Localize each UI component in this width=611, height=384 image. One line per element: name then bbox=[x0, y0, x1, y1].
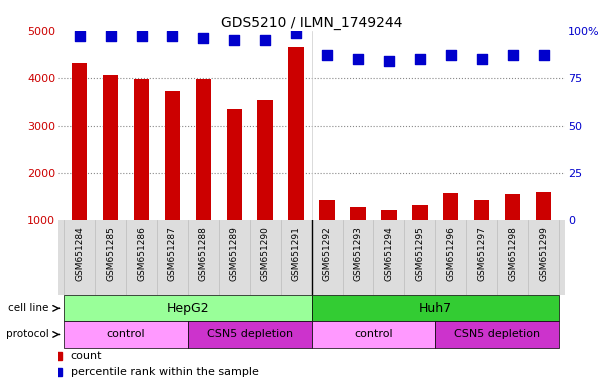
Bar bbox=[196, 79, 211, 220]
Bar bbox=[165, 91, 180, 220]
Text: GSM651288: GSM651288 bbox=[199, 227, 208, 281]
Bar bbox=[312, 295, 559, 321]
Point bbox=[106, 33, 115, 40]
Point bbox=[322, 52, 332, 58]
Title: GDS5210 / ILMN_1749244: GDS5210 / ILMN_1749244 bbox=[221, 16, 402, 30]
Text: GSM651298: GSM651298 bbox=[508, 227, 517, 281]
Bar bbox=[320, 200, 335, 220]
Point bbox=[477, 56, 486, 62]
Point bbox=[415, 56, 425, 62]
Text: HepG2: HepG2 bbox=[167, 302, 209, 315]
Text: GSM651294: GSM651294 bbox=[384, 227, 393, 281]
Text: GSM651297: GSM651297 bbox=[477, 227, 486, 281]
Text: GSM651292: GSM651292 bbox=[323, 227, 332, 281]
Text: control: control bbox=[107, 329, 145, 339]
Bar bbox=[350, 207, 366, 220]
Text: protocol: protocol bbox=[6, 329, 49, 339]
Bar bbox=[103, 75, 119, 220]
Bar bbox=[505, 194, 521, 220]
Text: GSM651290: GSM651290 bbox=[261, 227, 269, 281]
Bar bbox=[435, 321, 559, 348]
Text: percentile rank within the sample: percentile rank within the sample bbox=[71, 367, 258, 377]
Point bbox=[229, 37, 239, 43]
Bar bbox=[412, 205, 428, 220]
Text: GSM651287: GSM651287 bbox=[168, 227, 177, 281]
Bar bbox=[64, 321, 188, 348]
Text: GSM651285: GSM651285 bbox=[106, 227, 115, 281]
Bar bbox=[134, 79, 149, 220]
Bar bbox=[381, 210, 397, 220]
Bar bbox=[536, 192, 551, 220]
Point bbox=[167, 33, 177, 40]
Point bbox=[384, 58, 394, 64]
Text: Huh7: Huh7 bbox=[419, 302, 452, 315]
Point bbox=[446, 52, 456, 58]
Point bbox=[291, 30, 301, 36]
Text: GSM651286: GSM651286 bbox=[137, 227, 146, 281]
Bar bbox=[64, 295, 312, 321]
Bar bbox=[257, 100, 273, 220]
Text: GSM651293: GSM651293 bbox=[354, 227, 362, 281]
Bar bbox=[443, 193, 458, 220]
Text: CSN5 depletion: CSN5 depletion bbox=[207, 329, 293, 339]
Point bbox=[353, 56, 363, 62]
Point bbox=[539, 52, 549, 58]
Point bbox=[508, 52, 518, 58]
Bar bbox=[474, 200, 489, 220]
Point bbox=[137, 33, 147, 40]
Bar bbox=[312, 321, 435, 348]
Text: GSM651289: GSM651289 bbox=[230, 227, 239, 281]
Text: GSM651284: GSM651284 bbox=[75, 227, 84, 281]
Text: GSM651291: GSM651291 bbox=[291, 227, 301, 281]
Point bbox=[75, 33, 84, 40]
Text: cell line: cell line bbox=[9, 303, 49, 313]
Bar bbox=[227, 109, 242, 220]
Text: count: count bbox=[71, 351, 102, 361]
Text: GSM651299: GSM651299 bbox=[539, 227, 548, 281]
Bar bbox=[188, 321, 312, 348]
Text: GSM651295: GSM651295 bbox=[415, 227, 424, 281]
Text: CSN5 depletion: CSN5 depletion bbox=[454, 329, 540, 339]
Bar bbox=[72, 63, 87, 220]
Bar bbox=[288, 47, 304, 220]
Point bbox=[260, 37, 270, 43]
Text: control: control bbox=[354, 329, 393, 339]
Text: GSM651296: GSM651296 bbox=[446, 227, 455, 281]
Point bbox=[199, 35, 208, 41]
